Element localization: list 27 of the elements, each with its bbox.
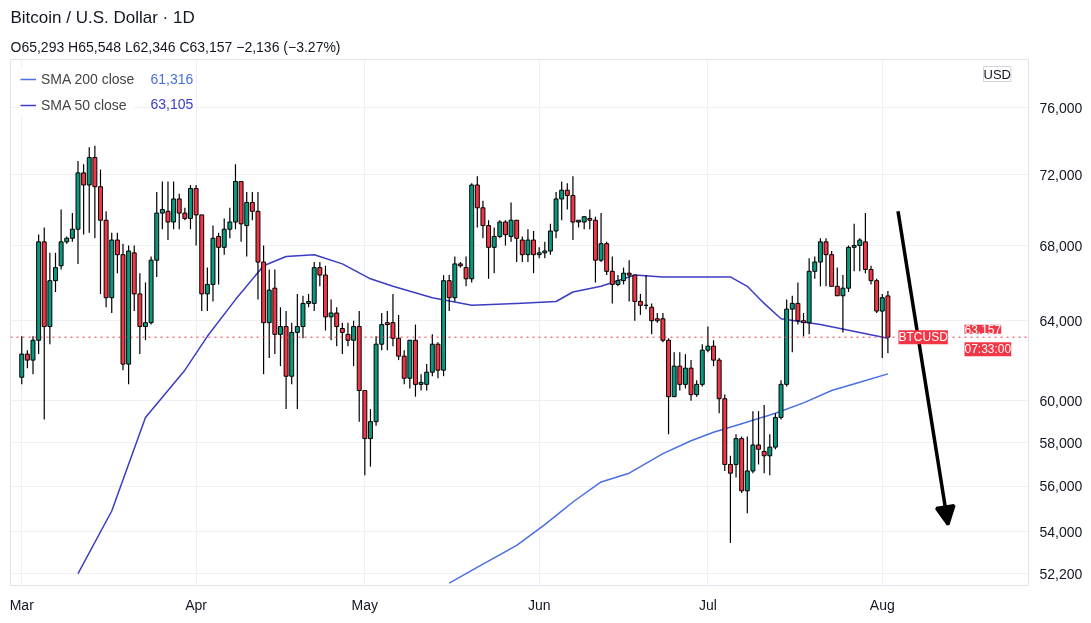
x-tick-label: Apr bbox=[185, 596, 208, 613]
y-tick-label: 58,000 bbox=[1039, 434, 1083, 451]
ref-line-label: BTCUSD bbox=[898, 330, 949, 345]
line-series bbox=[448, 373, 889, 584]
x-tick-label: Aug bbox=[869, 596, 895, 613]
y-tick-label: 54,000 bbox=[1039, 523, 1083, 540]
y-tick-label: 64,000 bbox=[1039, 312, 1083, 329]
legend-label: SMA 200 close bbox=[41, 71, 135, 87]
annotation: 63,157 bbox=[964, 322, 1002, 337]
annotation: USD bbox=[983, 66, 1011, 82]
x-tick-label: Mar bbox=[9, 596, 35, 613]
x-tick-label: Jul bbox=[698, 596, 717, 613]
annotation: 63,105 bbox=[150, 95, 194, 112]
x-tick-label: May bbox=[351, 596, 379, 613]
y-tick-label: 52,200 bbox=[1039, 565, 1083, 582]
y-tick-label: 72,000 bbox=[1039, 166, 1083, 183]
y-tick-label: 68,000 bbox=[1039, 237, 1083, 254]
y-tick-label: 56,000 bbox=[1039, 478, 1083, 495]
y-tick-label: 76,000 bbox=[1039, 99, 1083, 116]
legend-label: SMA 50 close bbox=[41, 97, 127, 113]
x-tick-label: Jun bbox=[527, 596, 551, 613]
chart-title: Bitcoin / U.S. Dollar · 1D bbox=[10, 7, 195, 27]
line-series bbox=[77, 253, 889, 575]
y-tick-label: 60,000 bbox=[1039, 392, 1083, 409]
annotation: 61,316 bbox=[150, 70, 194, 87]
chart-subtitle: O65,293 H65,548 L62,346 C63,157 −2,136 (−3.27%) bbox=[10, 38, 341, 55]
annotation: 07:33:00 bbox=[964, 342, 1012, 357]
